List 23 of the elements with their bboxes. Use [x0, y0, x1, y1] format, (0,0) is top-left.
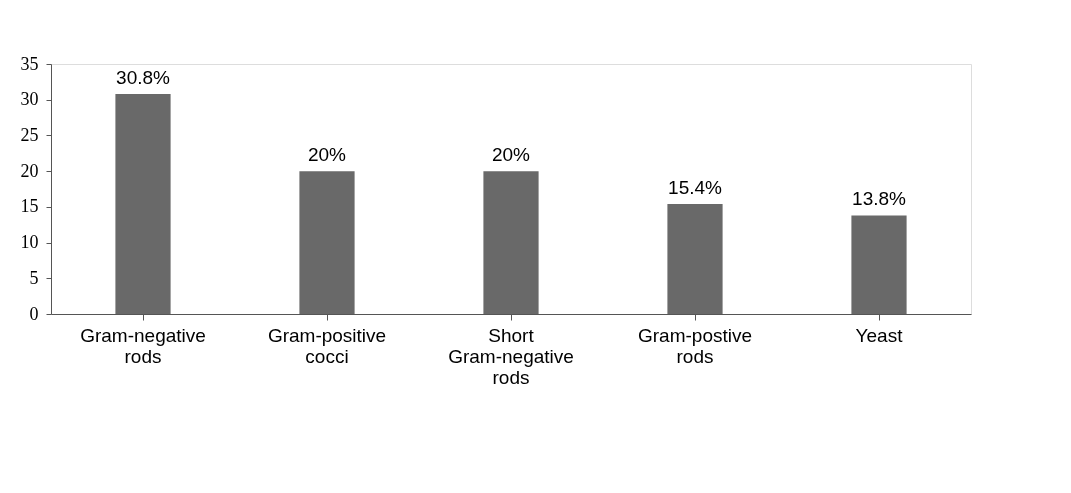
y-tick-label: 35	[20, 53, 39, 74]
data-label: 20%	[307, 144, 347, 166]
data-label: 15.4%	[668, 177, 723, 198]
x-tick-label: Gram-positive cocci	[267, 324, 387, 367]
y-tick-label: 20	[20, 160, 39, 181]
data-label: 30.8%	[116, 67, 171, 88]
y-tick-label: 5	[29, 267, 39, 288]
y-tick-label: 30	[20, 89, 39, 110]
data-label: 13.8%	[852, 188, 907, 210]
bar	[483, 171, 539, 314]
x-tick-label: Yeast	[855, 324, 904, 346]
bar	[115, 94, 171, 314]
x-tick-label: Gram-postive rods	[637, 324, 753, 367]
x-tick-label: Short Gram-negative rods	[448, 324, 574, 388]
y-tick-label: 10	[20, 232, 39, 253]
bar	[851, 215, 907, 314]
bar	[299, 171, 355, 314]
y-tick-label: 25	[20, 124, 39, 145]
bar	[667, 204, 723, 314]
y-tick-label: 0	[29, 303, 39, 324]
x-tick-label: Gram-negative rods	[80, 324, 206, 367]
y-tick-label: 15	[20, 196, 39, 217]
data-label: 20%	[491, 144, 531, 166]
